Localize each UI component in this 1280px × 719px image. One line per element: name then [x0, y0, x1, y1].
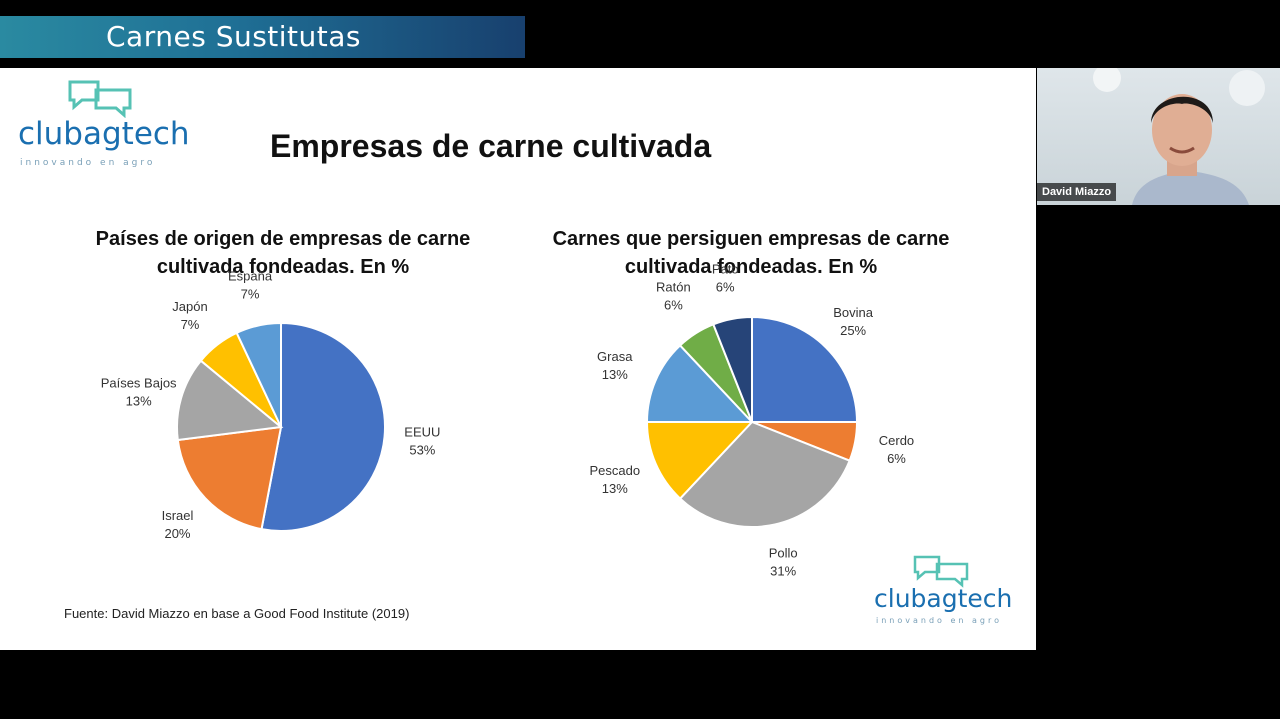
pie-2-slice-pollo: [678, 420, 851, 528]
logo-word-club: club: [18, 116, 83, 152]
pie-2-label-pollo: Pollo 31%: [769, 546, 798, 579]
pie-2-label-grasa: Grasa 13%: [597, 349, 633, 382]
person-icon: [1093, 68, 1265, 205]
chat-bubble-logo-icon: [913, 555, 969, 588]
clubagtech-logo-top: clubagtech innovando en agro: [18, 78, 190, 168]
pie-2-slice-pato: [712, 315, 753, 423]
pie-1-label-japón: Japón 7%: [172, 299, 207, 332]
title-banner: Carnes Sustitutas: [0, 16, 525, 58]
logo-tagline: innovando en agro: [20, 158, 156, 168]
pie-2-label-bovina: Bovina 25%: [833, 305, 874, 338]
pie-1-label-españa: España 7%: [228, 268, 273, 301]
pie-1-label-países-bajos: Países Bajos 13%: [101, 375, 177, 408]
clubagtech-logo-bottom: clubagtech innovando en agro: [874, 554, 1024, 634]
pie-2-label-ratón: Ratón 6%: [656, 279, 691, 312]
logo-word-agtech: agtech: [82, 116, 190, 152]
logo-word-agtech: agtech: [926, 584, 1013, 613]
pie-2-label-pescado: Pescado 13%: [589, 463, 640, 496]
pie-2-slice-pescado: [645, 421, 755, 500]
pie-1-slice-países-bajos: [176, 359, 284, 442]
pie-1-label-israel: Israel 20%: [162, 508, 194, 541]
pie-1-slice-eeuu: [260, 321, 386, 532]
pie-charts: EEUU 53% Israel 20% Países Bajos 13% Japón 7% Es…: [101, 262, 914, 579]
chart-1-title: Países de origen de empresas de carne cu…: [60, 225, 506, 281]
source-note: Fuente: David Miazzo en base a Good Food…: [64, 606, 410, 621]
logo-word-club: club: [874, 584, 927, 613]
chart-1-title-line-1: Países de origen de empresas de carne: [95, 228, 471, 250]
chart-1-title-line-2: cultivada fondeadas. En %: [156, 256, 410, 278]
pie-2-label-pato: Pato 6%: [712, 262, 739, 295]
pie-1-label-eeuu: EEUU 53%: [404, 424, 440, 457]
pie-1-slice-españa: [235, 321, 282, 428]
pie-2-slice-grasa: [645, 344, 755, 423]
banner-title: Carnes Sustitutas: [106, 20, 362, 53]
chart-2-title-line-1: Carnes que persiguen empresas de carne: [552, 228, 950, 250]
chat-bubble-logo-icon: [68, 80, 132, 118]
pie-2-label-cerdo: Cerdo 6%: [879, 433, 914, 466]
slide: clubagtech innovando en agro Empresas de…: [0, 68, 1036, 650]
participant-name: David Miazzo: [1037, 183, 1117, 201]
pie-1-slice-israel: [176, 425, 283, 531]
chart-2-title-line-2: cultivada fondeadas. En %: [624, 256, 878, 278]
chart-2-title: Carnes que persiguen empresas de carne c…: [528, 225, 974, 281]
pie-2-slice-bovina: [751, 315, 859, 423]
logo-tagline: innovando en agro: [876, 616, 1003, 625]
slide-title: Empresas de carne cultivada: [270, 128, 712, 164]
participant-video[interactable]: [1037, 68, 1280, 205]
